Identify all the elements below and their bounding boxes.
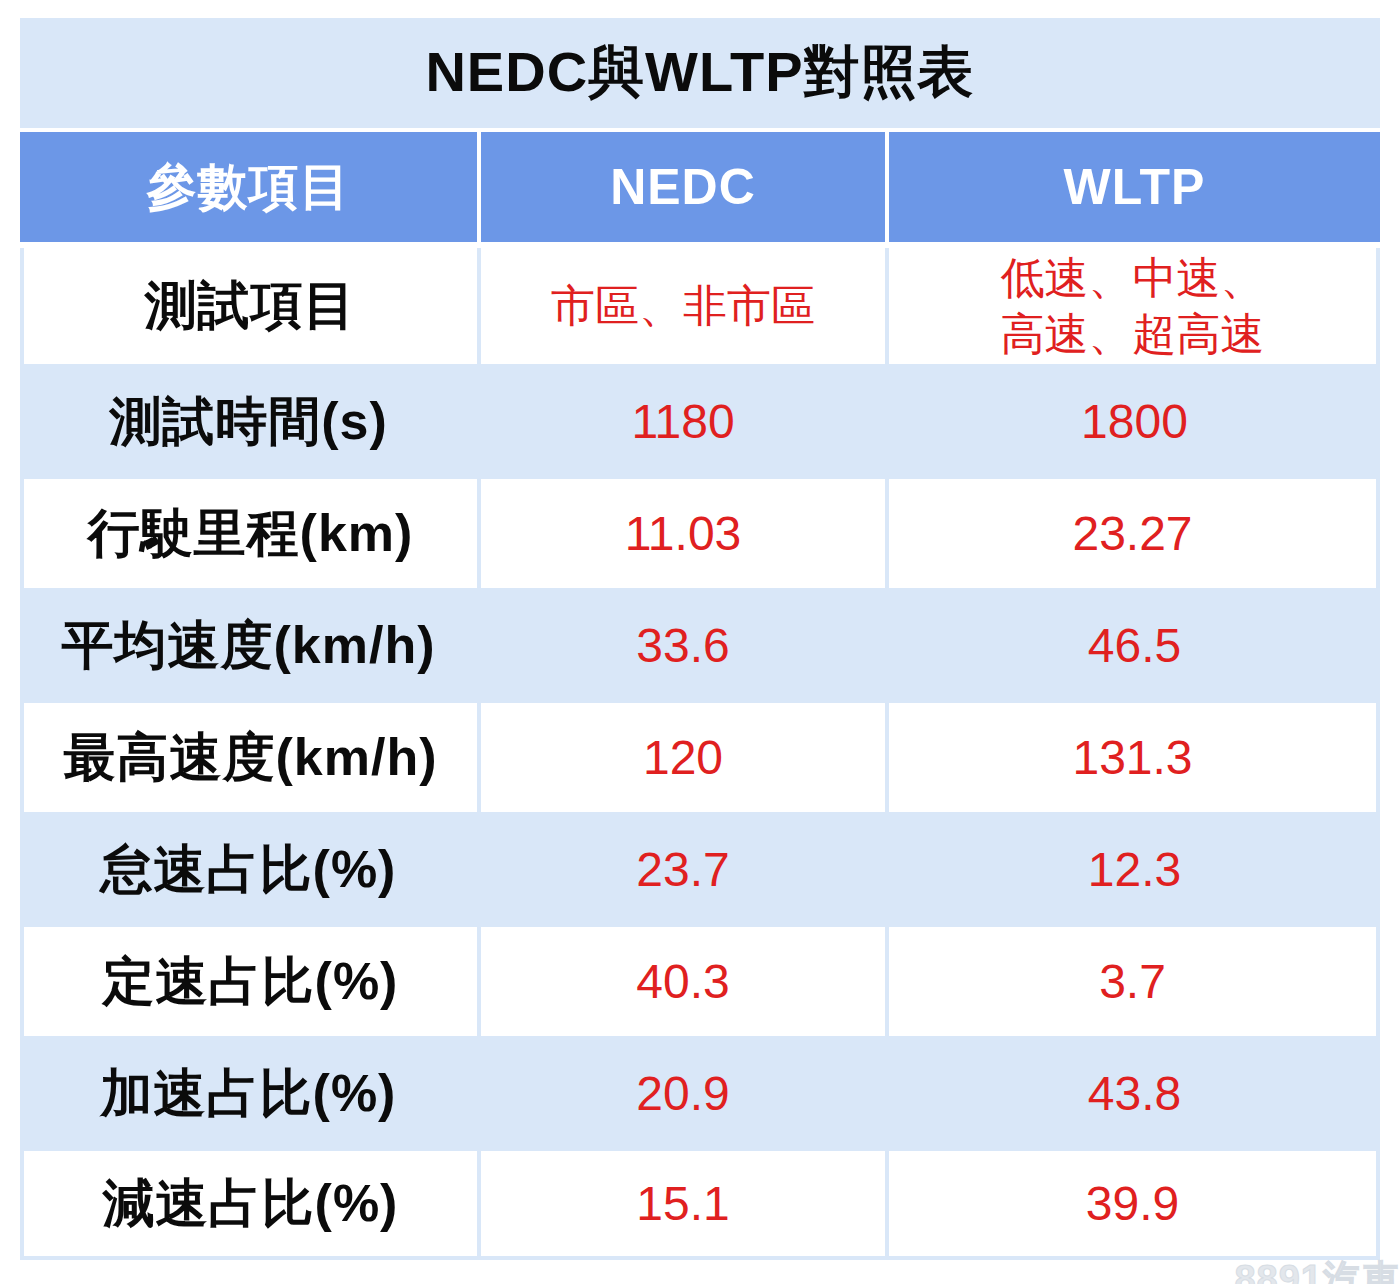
- table-title: NEDC與WLTP對照表: [20, 18, 1380, 128]
- wltp-value: 1800: [889, 364, 1380, 479]
- row-label: 定速占比(%): [24, 927, 477, 1036]
- nedc-value: 33.6: [481, 588, 885, 703]
- page: { "chart_data": { "type": "table", "titl…: [0, 0, 1399, 1284]
- row-label: 行駛里程(km): [24, 479, 477, 588]
- wltp-value-line1: 低速、中速、: [1001, 250, 1265, 306]
- nedc-value: 120: [481, 703, 885, 812]
- wltp-value-line2: 高速、超高速: [1001, 306, 1265, 362]
- row-label: 平均速度(km/h): [20, 588, 477, 703]
- wltp-value: 43.8: [889, 1036, 1380, 1151]
- table-row-distance: 行駛里程(km) 11.03 23.27: [20, 479, 1380, 588]
- row-label: 怠速占比(%): [20, 812, 477, 927]
- wltp-value: 3.7: [889, 927, 1376, 1036]
- table-row-idle-ratio: 怠速占比(%) 23.7 12.3: [20, 812, 1380, 927]
- table-row-test-time: 測試時間(s) 1180 1800: [20, 364, 1380, 479]
- nedc-value: 1180: [481, 364, 885, 479]
- table-row-constant-speed-ratio: 定速占比(%) 40.3 3.7: [20, 927, 1380, 1036]
- table-row-average-speed: 平均速度(km/h) 33.6 46.5: [20, 588, 1380, 703]
- wltp-value: 131.3: [889, 703, 1376, 812]
- table-row-acceleration-ratio: 加速占比(%) 20.9 43.8: [20, 1036, 1380, 1151]
- row-label: 減速占比(%): [24, 1151, 477, 1256]
- nedc-value: 市區、非市區: [481, 248, 885, 364]
- table-row-deceleration-ratio: 減速占比(%) 15.1 39.9: [20, 1151, 1380, 1260]
- nedc-value: 20.9: [481, 1036, 885, 1151]
- wltp-value: 39.9: [889, 1151, 1376, 1256]
- table-row-test-items: 測試項目 市區、非市區 低速、中速、 高速、超高速: [20, 248, 1380, 364]
- header-cell-wltp: WLTP: [889, 132, 1380, 242]
- header-row: 參數項目 NEDC WLTP: [20, 132, 1380, 242]
- watermark: 8891汽車: [1234, 1254, 1399, 1284]
- row-label: 加速占比(%): [20, 1036, 477, 1151]
- wltp-value: 46.5: [889, 588, 1380, 703]
- comparison-table: NEDC與WLTP對照表 參數項目 NEDC WLTP 測試項目 市區、非市區 …: [20, 18, 1380, 1260]
- wltp-value: 12.3: [889, 812, 1380, 927]
- row-label: 測試項目: [24, 248, 477, 364]
- nedc-value: 40.3: [481, 927, 885, 1036]
- header-cell-nedc: NEDC: [481, 132, 885, 242]
- wltp-value: 23.27: [889, 479, 1376, 588]
- header-cell-parameter: 參數項目: [20, 132, 477, 242]
- row-label: 最高速度(km/h): [24, 703, 477, 812]
- nedc-value: 11.03: [481, 479, 885, 588]
- row-label: 測試時間(s): [20, 364, 477, 479]
- nedc-value: 15.1: [481, 1151, 885, 1256]
- table-row-max-speed: 最高速度(km/h) 120 131.3: [20, 703, 1380, 812]
- nedc-value: 23.7: [481, 812, 885, 927]
- wltp-value: 低速、中速、 高速、超高速: [889, 248, 1376, 364]
